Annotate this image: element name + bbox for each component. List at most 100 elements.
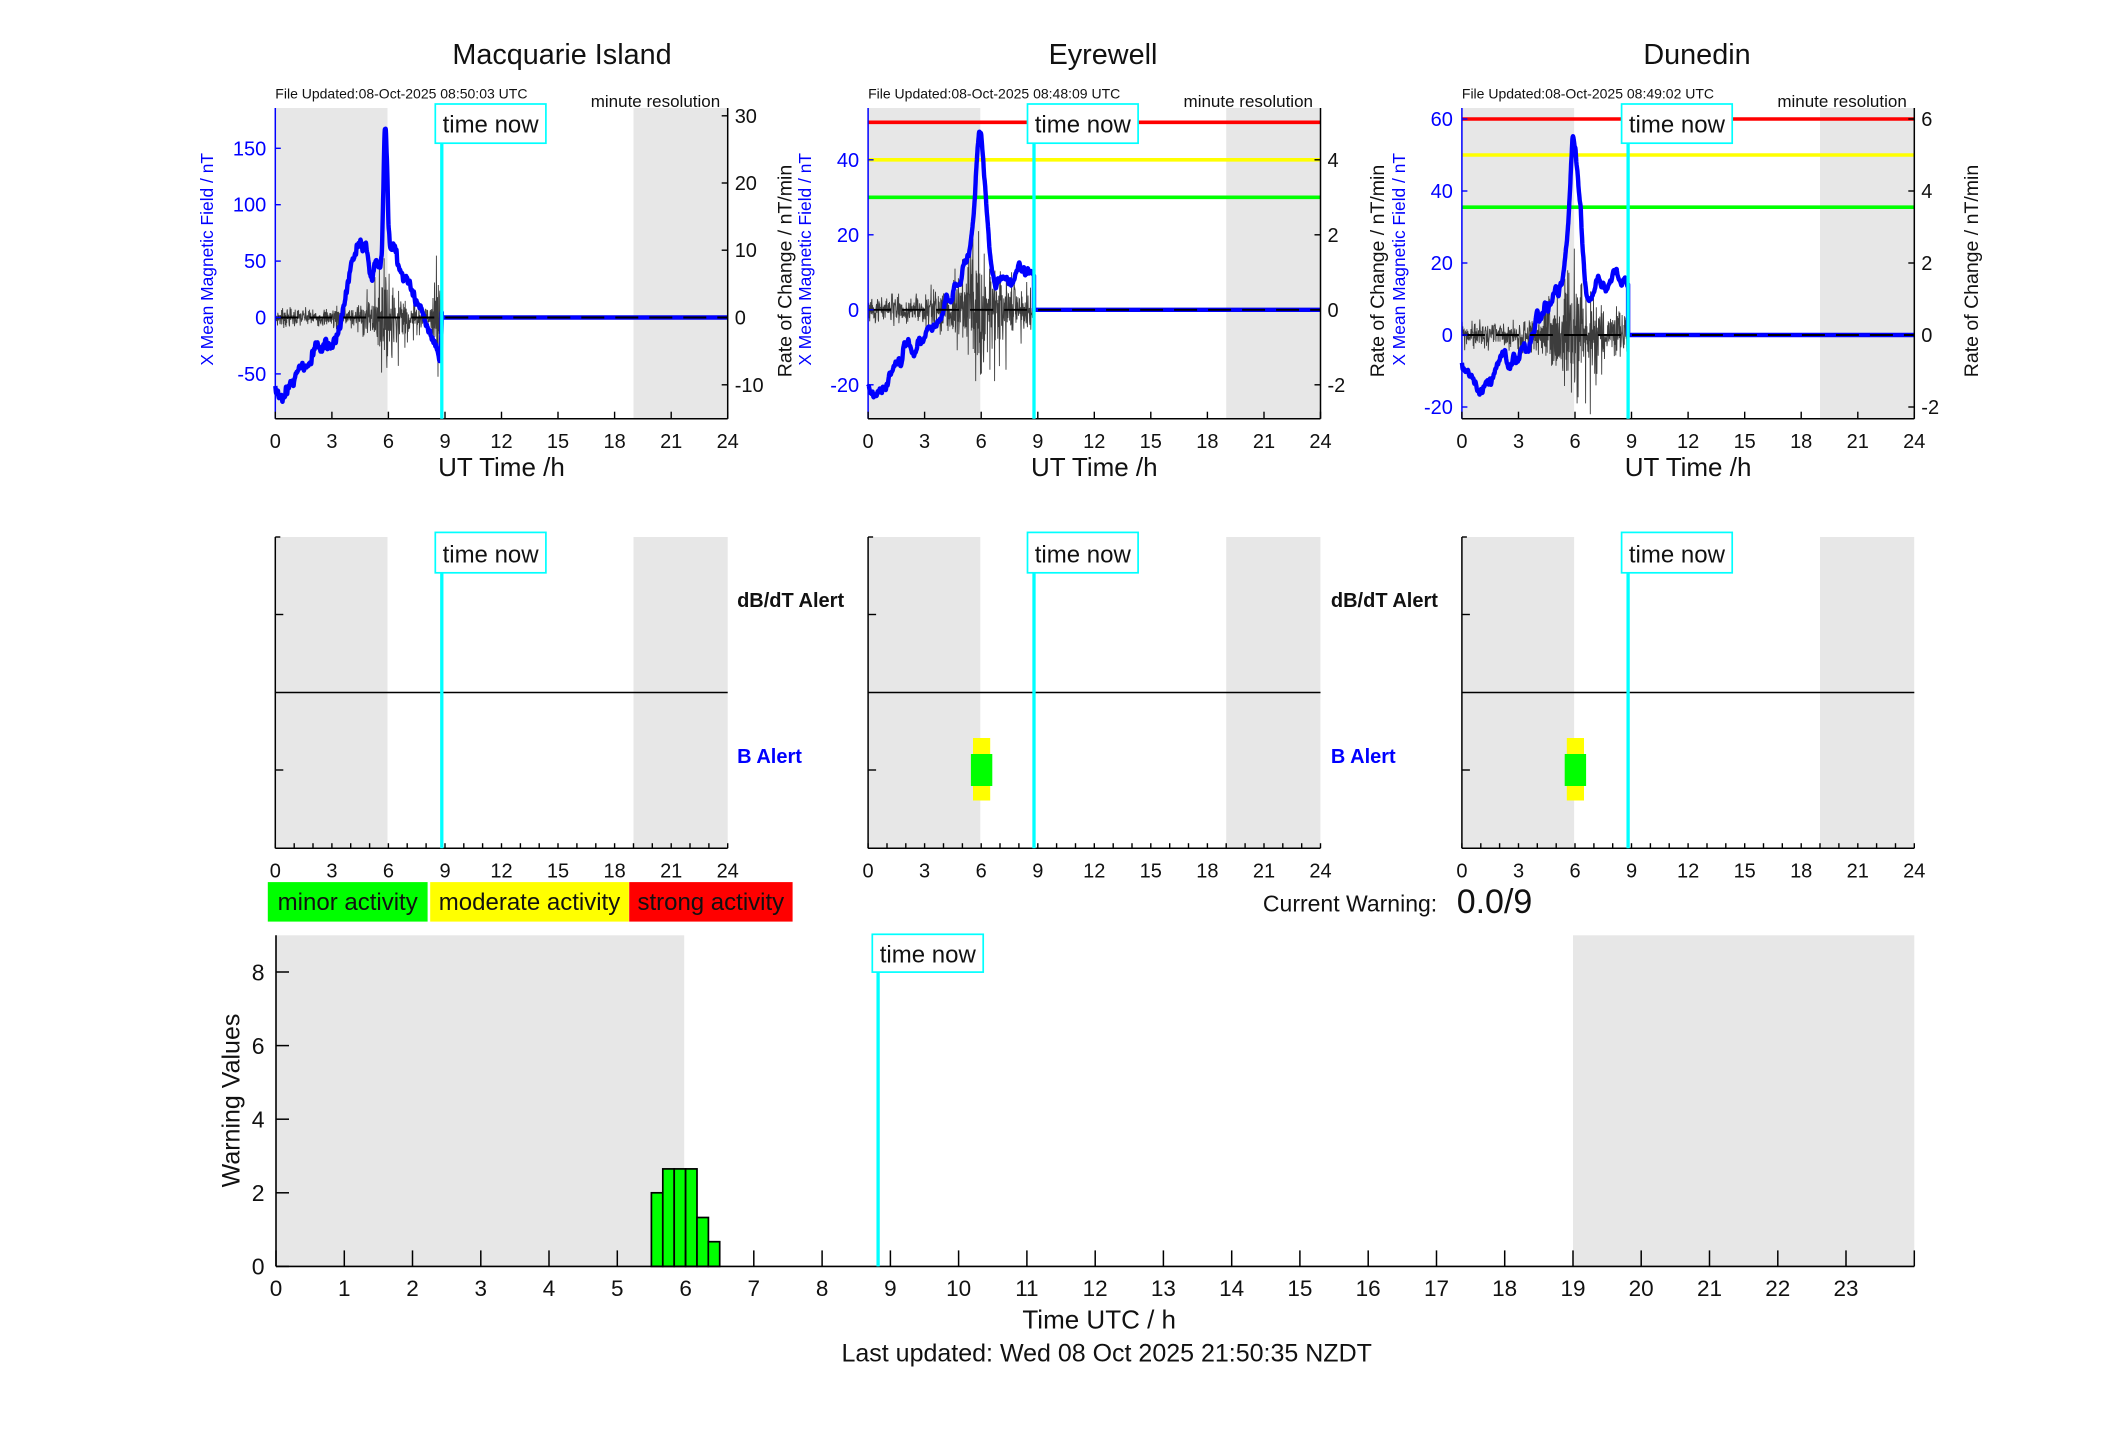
svg-text:9: 9: [439, 860, 450, 882]
svg-text:-20: -20: [1424, 397, 1453, 419]
svg-text:Rate of Change / nT/min: Rate of Change / nT/min: [774, 165, 796, 377]
svg-text:40: 40: [1431, 181, 1453, 203]
svg-text:15: 15: [547, 860, 569, 882]
svg-text:15: 15: [1734, 860, 1756, 882]
svg-text:10: 10: [946, 1276, 971, 1301]
svg-text:24: 24: [1309, 860, 1331, 882]
svg-text:6: 6: [252, 1033, 265, 1059]
svg-text:150: 150: [233, 138, 266, 160]
svg-text:23: 23: [1833, 1276, 1858, 1301]
svg-text:24: 24: [717, 860, 739, 882]
svg-text:minute resolution: minute resolution: [1184, 92, 1313, 111]
svg-text:18: 18: [1196, 431, 1218, 453]
svg-text:21: 21: [660, 431, 682, 453]
svg-text:Macquarie Island: Macquarie Island: [452, 39, 671, 71]
svg-text:6: 6: [976, 431, 987, 453]
svg-text:21: 21: [1253, 431, 1275, 453]
svg-text:Rate of Change / nT/min: Rate of Change / nT/min: [1961, 165, 1983, 377]
svg-text:24: 24: [1903, 860, 1925, 882]
svg-text:15: 15: [1140, 860, 1162, 882]
svg-text:22: 22: [1765, 1276, 1790, 1301]
svg-text:5: 5: [611, 1276, 624, 1301]
svg-text:Last updated: Wed 08 Oct 2025: Last updated: Wed 08 Oct 2025 21:50:35 N…: [841, 1340, 1371, 1368]
svg-text:50: 50: [244, 251, 266, 273]
svg-text:21: 21: [660, 860, 682, 882]
svg-text:20: 20: [1431, 253, 1453, 275]
svg-text:4: 4: [1328, 150, 1339, 172]
svg-text:Eyrewell: Eyrewell: [1049, 39, 1158, 71]
svg-text:4: 4: [543, 1276, 556, 1301]
svg-text:3: 3: [1513, 431, 1524, 453]
svg-text:6: 6: [383, 860, 394, 882]
svg-text:-2: -2: [1921, 397, 1939, 419]
svg-text:0: 0: [270, 860, 281, 882]
svg-text:0: 0: [1921, 325, 1932, 347]
svg-text:X Mean Magnetic Field / nT: X Mean Magnetic Field / nT: [197, 153, 217, 366]
svg-text:3: 3: [475, 1276, 488, 1301]
svg-text:13: 13: [1151, 1276, 1176, 1301]
svg-text:0: 0: [270, 1276, 283, 1301]
svg-text:UT Time /h: UT Time /h: [1031, 452, 1158, 482]
svg-text:0: 0: [848, 300, 859, 322]
svg-text:-50: -50: [237, 364, 266, 386]
svg-text:24: 24: [1309, 431, 1331, 453]
svg-text:9: 9: [439, 431, 450, 453]
svg-text:11: 11: [1015, 1276, 1038, 1301]
svg-text:0: 0: [863, 431, 874, 453]
svg-text:3: 3: [1513, 860, 1524, 882]
svg-text:dB/dT Alert: dB/dT Alert: [737, 590, 844, 612]
svg-text:15: 15: [1734, 431, 1756, 453]
svg-text:30: 30: [735, 106, 757, 128]
svg-text:4: 4: [1921, 181, 1932, 203]
svg-text:18: 18: [1790, 860, 1812, 882]
svg-text:21: 21: [1697, 1276, 1722, 1301]
svg-text:minor activity: minor activity: [278, 889, 418, 916]
svg-text:24: 24: [717, 431, 739, 453]
svg-text:15: 15: [1140, 431, 1162, 453]
svg-text:6: 6: [1921, 109, 1932, 131]
svg-text:3: 3: [919, 860, 930, 882]
svg-text:X Mean Magnetic Field / nT: X Mean Magnetic Field / nT: [795, 153, 815, 366]
svg-text:15: 15: [547, 431, 569, 453]
svg-text:9: 9: [1032, 860, 1043, 882]
svg-text:0: 0: [1456, 431, 1467, 453]
svg-text:100: 100: [233, 195, 266, 217]
svg-text:time now: time now: [1035, 112, 1132, 139]
svg-text:-20: -20: [830, 375, 859, 397]
svg-text:Current Warning:: Current Warning:: [1263, 891, 1437, 917]
svg-text:6: 6: [1569, 860, 1580, 882]
svg-text:2: 2: [1328, 225, 1339, 247]
svg-text:12: 12: [1083, 1276, 1108, 1301]
svg-text:6: 6: [679, 1276, 692, 1301]
svg-text:0: 0: [1328, 300, 1339, 322]
svg-text:B Alert: B Alert: [1331, 746, 1396, 768]
svg-text:40: 40: [837, 150, 859, 172]
svg-text:0: 0: [863, 860, 874, 882]
svg-text:0: 0: [735, 308, 746, 330]
svg-text:10: 10: [735, 240, 757, 262]
svg-text:3: 3: [326, 860, 337, 882]
svg-text:0: 0: [270, 431, 281, 453]
svg-text:1: 1: [338, 1276, 351, 1301]
svg-text:-2: -2: [1328, 375, 1346, 397]
svg-text:18: 18: [603, 431, 625, 453]
svg-text:16: 16: [1356, 1276, 1381, 1301]
svg-text:UT Time /h: UT Time /h: [1625, 452, 1752, 482]
svg-text:12: 12: [1677, 431, 1699, 453]
svg-text:0: 0: [1456, 860, 1467, 882]
svg-text:-10: -10: [735, 375, 764, 397]
svg-text:17: 17: [1424, 1276, 1449, 1301]
svg-text:9: 9: [1626, 860, 1637, 882]
svg-text:X Mean Magnetic Field / nT: X Mean Magnetic Field / nT: [1389, 153, 1409, 366]
svg-text:9: 9: [884, 1276, 897, 1301]
svg-text:Dunedin: Dunedin: [1643, 39, 1750, 71]
svg-text:18: 18: [1492, 1276, 1517, 1301]
svg-text:19: 19: [1560, 1276, 1585, 1301]
svg-text:9: 9: [1032, 431, 1043, 453]
svg-text:Rate of Change / nT/min: Rate of Change / nT/min: [1367, 165, 1389, 377]
svg-text:time now: time now: [880, 942, 977, 969]
svg-text:6: 6: [1569, 431, 1580, 453]
svg-text:8: 8: [252, 959, 265, 985]
svg-text:time now: time now: [443, 112, 540, 139]
svg-text:21: 21: [1847, 860, 1869, 882]
